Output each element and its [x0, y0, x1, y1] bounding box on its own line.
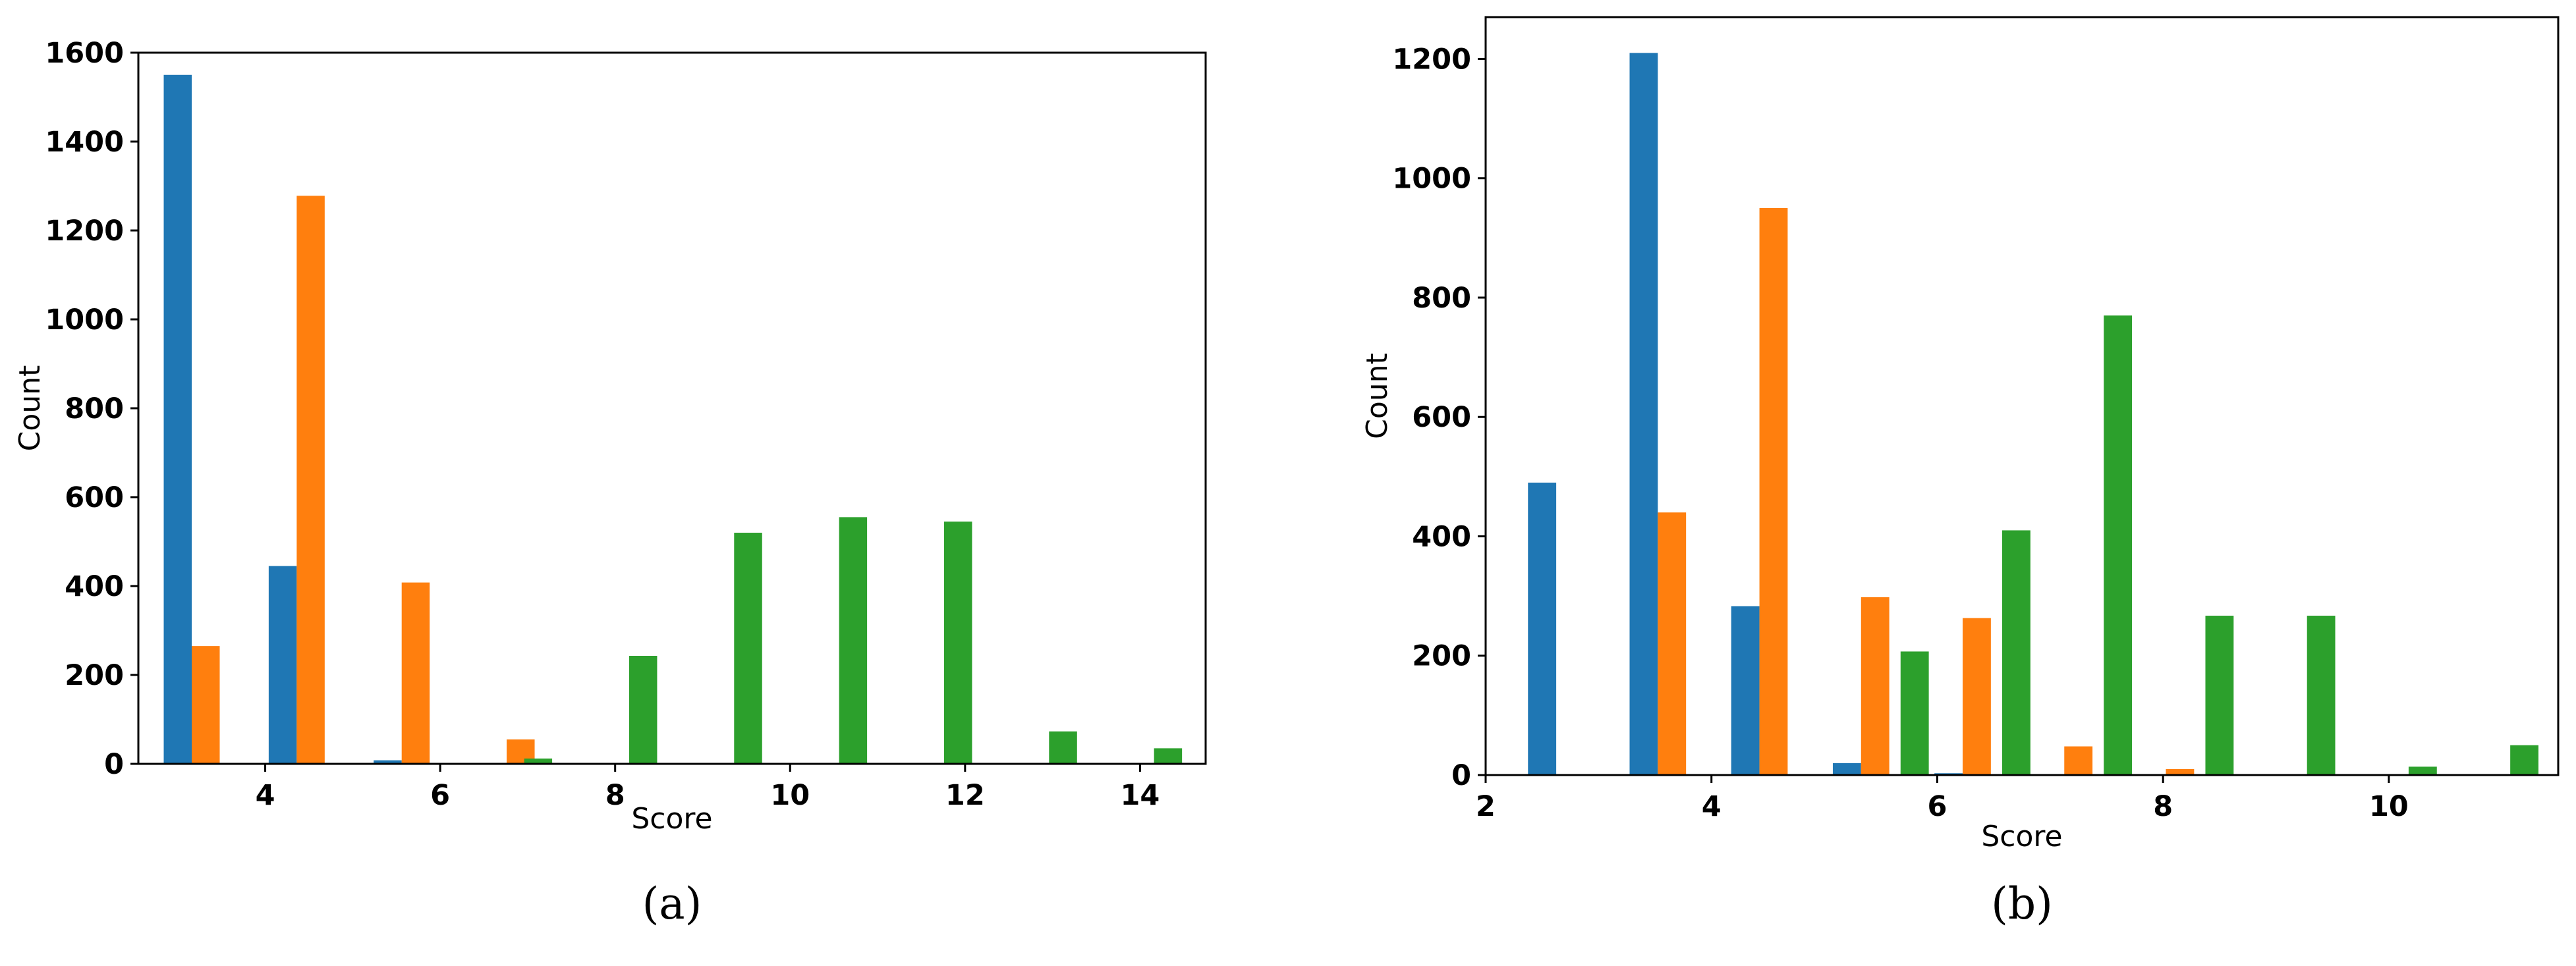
chart-b-bar-s2-6 — [2166, 768, 2195, 775]
chart-a: 4 6 8 10 12 14 0 200 400 600 800 1000 1200 1400 1600 Sc… — [13, 37, 1207, 929]
chart-b-y-tick-label: 1200 — [1392, 43, 1471, 76]
chart-b-bar-s1-3 — [1731, 606, 1760, 775]
chart-b-y-axis-label: Count — [1360, 353, 1394, 439]
chart-b-x-tick-label: 4 — [1702, 790, 1722, 823]
chart-a-bar-s3-2 — [629, 655, 658, 764]
chart-b-x-tick-label: 2 — [1476, 790, 1496, 823]
chart-a-y-tick-label: 400 — [65, 570, 124, 603]
chart-b-x-axis-label: Score — [1981, 820, 2062, 853]
chart-b-bar-s3-5 — [2307, 616, 2336, 775]
chart-b: 2 4 6 8 10 0 200 400 600 800 1000 1200 Score Count (b) — [1360, 16, 2560, 929]
chart-a-bar-s1-3 — [374, 760, 402, 764]
chart-a-bar-s2-2 — [296, 196, 325, 765]
chart-a-y-tick-label: 200 — [65, 659, 124, 692]
chart-a-x-axis-label: Score — [631, 802, 712, 836]
chart-b-x-tick-label: 6 — [1928, 790, 1947, 823]
chart-a-x-tick-label: 6 — [430, 779, 450, 812]
chart-a-y-tick-label: 0 — [104, 748, 124, 781]
chart-a-y-axis-label: Count — [13, 365, 47, 452]
chart-a-x-tick-label: 10 — [770, 779, 810, 812]
chart-b-x-tick-label: 8 — [2153, 790, 2173, 823]
chart-b-bar-s3-7 — [2510, 745, 2539, 775]
chart-b-bar-s2-2 — [1759, 208, 1788, 775]
chart-b-y-tick-label: 1000 — [1392, 163, 1471, 196]
chart-a-y-tick-label: 1600 — [45, 37, 124, 70]
chart-b-y-tick-label: 600 — [1412, 401, 1471, 434]
chart-b-y-tick-label: 400 — [1412, 520, 1471, 553]
chart-a-bar-s2-1 — [192, 646, 220, 764]
chart-a-x-tick-label: 8 — [605, 779, 625, 812]
chart-a-bar-s3-3 — [734, 533, 762, 764]
chart-b-bar-s2-5 — [2064, 746, 2093, 775]
chart-b-bar-s2-4 — [1963, 618, 1991, 775]
chart-b-bar-s1-1 — [1528, 482, 1557, 775]
chart-b-plot-frame — [1484, 16, 2560, 776]
chart-a-bar-s3-1 — [524, 758, 553, 764]
chart-a-y-tick-label: 1000 — [45, 304, 124, 336]
chart-a-bar-s3-5 — [943, 522, 972, 764]
chart-b-bar-s1-4 — [1832, 763, 1861, 775]
chart-a-bar-s3-6 — [1049, 731, 1077, 764]
chart-a-x-tick-label: 12 — [945, 779, 985, 812]
chart-b-bar-s3-4 — [2205, 616, 2234, 775]
chart-a-y-tick-label: 800 — [65, 392, 124, 425]
chart-b-x-tick-label: 10 — [2369, 790, 2409, 823]
chart-a-y-tick-label: 1200 — [45, 215, 124, 248]
chart-b-bar-s3-2 — [2002, 530, 2030, 775]
chart-b-bar-s1-2 — [1629, 53, 1658, 776]
chart-a-y-tick-label: 1400 — [45, 126, 124, 159]
chart-b-y-tick-label: 200 — [1412, 640, 1471, 673]
chart-a-panel-label: (a) — [642, 878, 702, 929]
chart-b-y-tick-label: 800 — [1412, 282, 1471, 315]
chart-a-bar-s3-4 — [839, 517, 868, 764]
chart-a-bar-s1-2 — [268, 566, 297, 764]
chart-b-bar-s2-3 — [1861, 597, 1890, 775]
chart-b-bar-s3-1 — [1900, 651, 1929, 775]
chart-a-bar-s3-7 — [1154, 748, 1183, 764]
chart-a-x-tick-label: 14 — [1120, 779, 1160, 812]
chart-b-bar-s3-3 — [2104, 315, 2133, 775]
chart-a-bar-s1-1 — [163, 74, 192, 764]
chart-a-x-tick-label: 4 — [256, 779, 275, 812]
chart-b-panel-label: (b) — [1991, 878, 2053, 929]
chart-b-bar-s3-6 — [2408, 766, 2437, 775]
chart-a-y-tick-label: 600 — [65, 481, 124, 514]
chart-b-bar-s2-1 — [1658, 512, 1687, 775]
chart-b-y-tick-label: 0 — [1451, 759, 1471, 792]
chart-a-bar-s2-3 — [401, 582, 430, 764]
